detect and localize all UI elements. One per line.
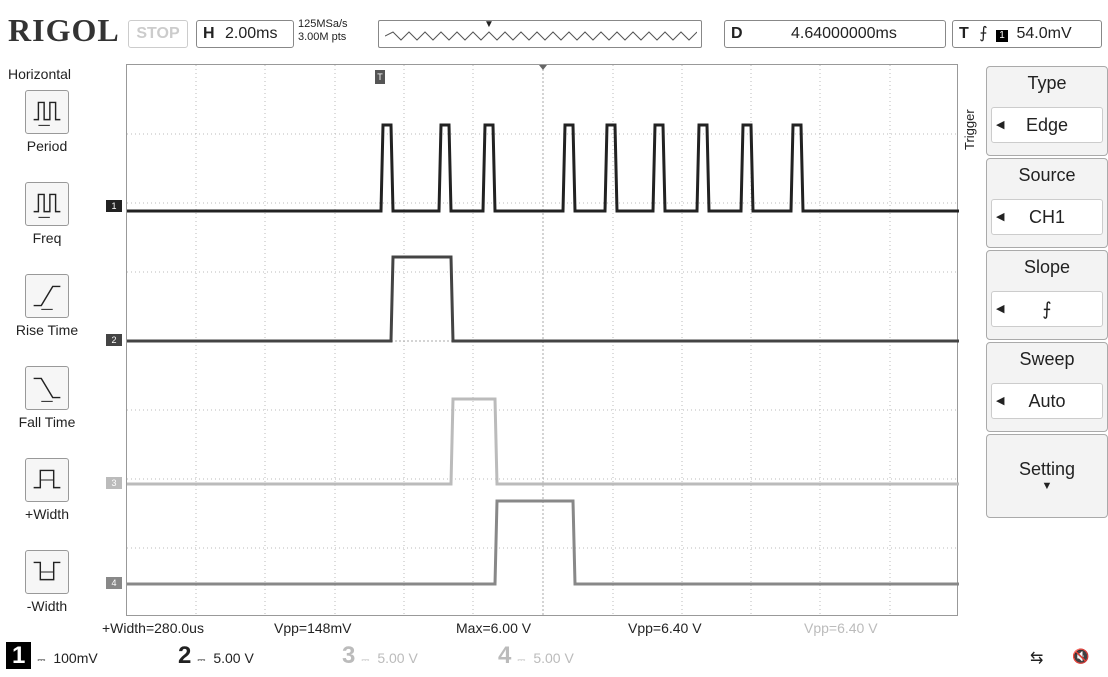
rise-time-icon [25, 274, 69, 318]
trigger-time-marker[interactable]: T [375, 70, 385, 84]
trigger-setting-item[interactable]: Setting ▼ [986, 434, 1108, 518]
trigger-setting-title: Setting [1018, 459, 1076, 479]
meas-max: Max=6.00 V [456, 620, 532, 636]
trigger-position-marker: ▼ [484, 19, 494, 30]
ch2-marker[interactable]: 2 [106, 334, 122, 346]
ch1-trace [127, 123, 959, 213]
memory-depth: 3.00M pts [298, 31, 347, 43]
trigger-slope-value[interactable]: ◀ ⨍ [991, 291, 1103, 327]
left-arrow-icon: ◀ [996, 303, 1005, 315]
trigger-sweep-value[interactable]: ◀ Auto [991, 383, 1103, 419]
measure-plus-width[interactable]: +Width [0, 458, 94, 522]
rising-edge-icon: ⨍ [1042, 299, 1052, 319]
meas-plus-width: +Width=280.0us [102, 620, 204, 636]
minus-width-icon [25, 550, 69, 594]
trigger-type-item[interactable]: Type ◀ Edge [986, 66, 1108, 156]
trigger-source-item[interactable]: Source ◀ CH1 [986, 158, 1108, 248]
dc-coupling-icon: ⎓ [197, 655, 206, 666]
freq-label: Freq [32, 230, 62, 246]
measure-period[interactable]: Period [0, 90, 94, 154]
rise-time-label: Rise Time [15, 322, 79, 338]
run-stop-button[interactable]: STOP [128, 20, 188, 48]
dc-coupling-icon: ⎓ [517, 655, 526, 666]
meas-vpp-ch1: Vpp=148mV [274, 620, 352, 636]
trigger-menu-label: Trigger [962, 109, 977, 150]
trigger-display[interactable]: T ⨍ 1 54.0mV [952, 20, 1102, 48]
sample-info: 125MSa/s 3.00M pts [298, 18, 348, 44]
left-arrow-icon: ◀ [996, 211, 1005, 223]
channel-4-button[interactable]: 4 ⎓ 5.00 V [498, 642, 574, 669]
measure-fall-time[interactable]: Fall Time [0, 366, 94, 430]
meas-vpp-ch2: Vpp=6.40 V [628, 620, 702, 636]
plus-width-icon [25, 458, 69, 502]
timebase-display[interactable]: H 2.00ms [196, 20, 294, 48]
delay-display[interactable]: D 4.64000000ms [724, 20, 946, 48]
minus-width-label: -Width [26, 598, 68, 614]
ch4-marker[interactable]: 4 [106, 577, 122, 589]
dc-coupling-icon: ⎓ [37, 655, 46, 666]
ch1-marker[interactable]: 1 [106, 200, 122, 212]
delay-tag: D [731, 25, 743, 42]
fall-time-label: Fall Time [18, 414, 76, 430]
period-icon [25, 90, 69, 134]
ch3-trace [127, 397, 959, 486]
menu-title: Horizontal [8, 66, 72, 82]
left-arrow-icon: ◀ [996, 119, 1005, 131]
memory-overview: ▼ [378, 19, 702, 48]
trigger-source-icon: 1 [996, 30, 1009, 42]
fall-time-icon [25, 366, 69, 410]
horizontal-measure-menu: Horizontal Period Freq Rise Time Fall Ti… [0, 62, 94, 622]
timebase-value: 2.00ms [225, 25, 278, 42]
period-label: Period [26, 138, 68, 154]
channel-1-button[interactable]: 1 ⎓ 100mV [6, 640, 98, 672]
trigger-sweep-title: Sweep [1019, 349, 1075, 369]
freq-icon [25, 182, 69, 226]
usb-icon: ⇆ [1030, 650, 1044, 667]
meas-vpp-ch3: Vpp=6.40 V [804, 620, 878, 636]
measure-rise-time[interactable]: Rise Time [0, 274, 94, 338]
memory-waveform-icon [385, 31, 697, 41]
left-arrow-icon: ◀ [996, 395, 1005, 407]
dc-coupling-icon: ⎓ [361, 655, 370, 666]
delay-value: 4.64000000ms [791, 25, 897, 42]
trigger-source-value[interactable]: ◀ CH1 [991, 199, 1103, 235]
top-status-bar: RIGOL STOP H 2.00ms 125MSa/s 3.00M pts ▼… [0, 0, 1108, 60]
ch2-trace [127, 255, 959, 343]
ch4-trace [127, 499, 959, 586]
channel-bar: 1 ⎓ 100mV 2 ⎓ 5.00 V 3 ⎓ 5.00 V 4 ⎓ 5.00 V [0, 640, 1108, 672]
trigger-slope-title: Slope [1023, 257, 1071, 277]
mute-icon[interactable]: 🔇 [1072, 648, 1090, 664]
trigger-type-value[interactable]: ◀ Edge [991, 107, 1103, 143]
channel-3-button[interactable]: 3 ⎓ 5.00 V [342, 642, 418, 669]
trigger-type-title: Type [1027, 73, 1067, 93]
measure-freq[interactable]: Freq [0, 182, 94, 246]
measure-minus-width[interactable]: -Width [0, 550, 94, 614]
chevron-down-icon: ▼ [1041, 480, 1053, 492]
trigger-sweep-item[interactable]: Sweep ◀ Auto [986, 342, 1108, 432]
ch3-marker[interactable]: 3 [106, 477, 122, 489]
sample-rate: 125MSa/s [298, 18, 348, 30]
trigger-tag: T [959, 25, 969, 42]
plus-width-label: +Width [25, 506, 69, 522]
trigger-source-title: Source [1018, 165, 1076, 185]
trigger-level: 54.0mV [1016, 25, 1072, 42]
horizontal-tag: H [203, 25, 215, 42]
waveform-display[interactable] [126, 64, 959, 617]
trigger-slope-item[interactable]: Slope ◀ ⨍ [986, 250, 1108, 340]
trigger-slope-icon: ⨍ [979, 25, 988, 42]
channel-2-button[interactable]: 2 ⎓ 5.00 V [178, 642, 254, 669]
brand-logo: RIGOL [8, 12, 120, 48]
waveform-canvas [127, 65, 959, 617]
